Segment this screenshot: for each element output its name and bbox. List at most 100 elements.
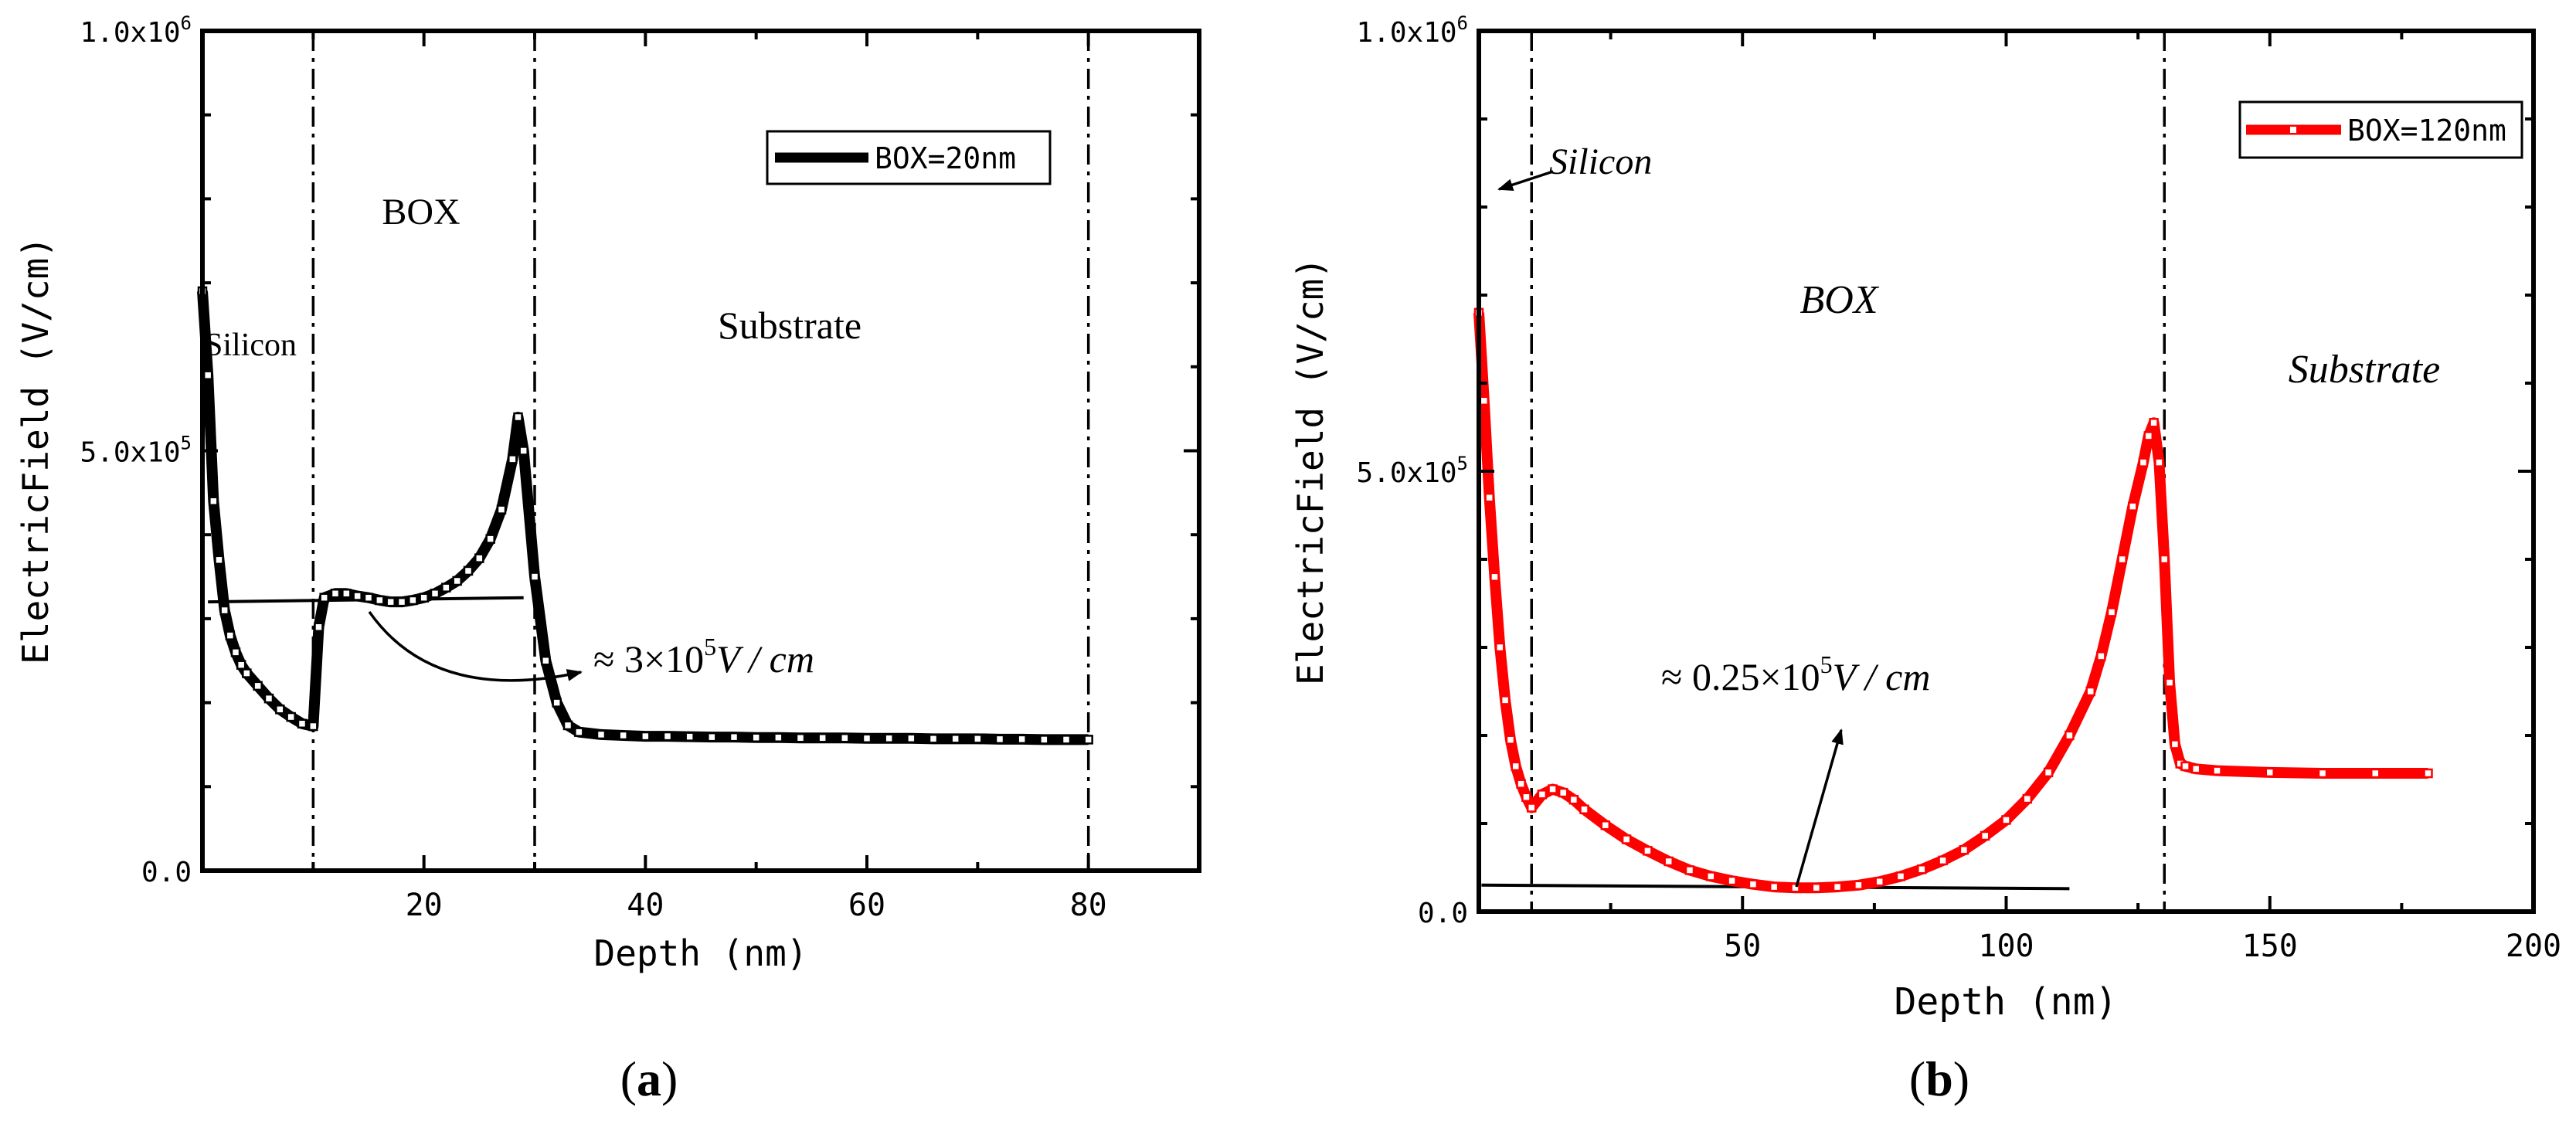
data-point bbox=[2138, 457, 2149, 467]
x-tick-label: 150 bbox=[2242, 929, 2298, 964]
y-tick-label: 1.0x106 bbox=[1357, 12, 1469, 49]
data-point bbox=[2001, 815, 2011, 825]
data-point bbox=[1874, 876, 1884, 887]
y-tick-label: 0.0 bbox=[141, 857, 192, 888]
data-point bbox=[1643, 846, 1653, 856]
data-point bbox=[1579, 804, 1589, 815]
data-point bbox=[1521, 792, 1531, 803]
region-label-silicon: Silicon bbox=[205, 328, 297, 363]
data-point bbox=[308, 721, 318, 732]
data-point bbox=[263, 693, 274, 704]
data-point bbox=[773, 732, 783, 742]
data-point bbox=[1769, 881, 1779, 892]
data-point bbox=[2117, 554, 2127, 565]
data-point bbox=[275, 705, 285, 715]
data-point bbox=[596, 729, 607, 740]
data-point bbox=[2128, 501, 2138, 511]
y-tick-label: 1.0x106 bbox=[80, 12, 192, 49]
y-axis-label: ElectricField (V/cm) bbox=[15, 236, 56, 664]
data-point bbox=[363, 593, 374, 603]
data-point bbox=[297, 718, 308, 729]
x-tick-label: 60 bbox=[848, 888, 885, 923]
data-point bbox=[314, 622, 324, 633]
data-point bbox=[2149, 418, 2159, 428]
data-point bbox=[685, 732, 695, 742]
data-point bbox=[795, 733, 806, 743]
data-point bbox=[729, 732, 739, 742]
region-label-substrate: Substrate bbox=[2289, 348, 2440, 392]
x-tick-label: 100 bbox=[1978, 929, 2034, 964]
region-boundary-lines bbox=[1530, 31, 2166, 912]
legend-label: BOX=20nm bbox=[875, 141, 1016, 175]
data-point bbox=[884, 733, 894, 744]
series-line bbox=[197, 290, 1089, 745]
region-label-box: BOX bbox=[1799, 278, 1879, 322]
legend-label: BOX=120nm bbox=[2347, 114, 2506, 148]
data-point bbox=[1938, 855, 1948, 866]
data-point bbox=[994, 734, 1005, 745]
data-point bbox=[2180, 761, 2190, 772]
x-tick-label: 20 bbox=[406, 888, 443, 923]
data-point bbox=[1959, 844, 1969, 855]
data-point bbox=[513, 412, 523, 423]
data-point bbox=[496, 504, 507, 514]
data-point bbox=[1684, 865, 1695, 875]
annotation-arrow bbox=[368, 610, 583, 682]
data-point bbox=[2317, 768, 2328, 779]
data-point bbox=[214, 555, 224, 565]
data-point bbox=[242, 668, 252, 678]
data-point bbox=[1479, 396, 1490, 406]
y-tick-label: 0.0 bbox=[1418, 898, 1468, 929]
data-point bbox=[2106, 607, 2117, 617]
data-point bbox=[2370, 768, 2381, 779]
data-point bbox=[1790, 882, 1800, 893]
svg-text:≈ 0.25×105V / cm: ≈ 0.25×105V / cm bbox=[1661, 650, 1930, 698]
x-tick-label: 50 bbox=[1724, 929, 1761, 964]
data-point bbox=[1490, 572, 1500, 582]
data-point bbox=[342, 589, 352, 599]
data-point bbox=[253, 681, 263, 691]
data-point bbox=[529, 572, 540, 582]
data-point bbox=[236, 660, 246, 670]
axis-ticks: 50 100 150 200 0.0 5.0x105 1.0x106 bbox=[1357, 12, 2562, 964]
series-box-120nm bbox=[1473, 307, 2433, 894]
data-point bbox=[973, 734, 983, 744]
legend-marker bbox=[2289, 125, 2298, 134]
data-point bbox=[707, 732, 717, 742]
legend: BOX=20nm bbox=[766, 130, 1052, 185]
data-point bbox=[518, 446, 528, 456]
data-point bbox=[1511, 761, 1521, 772]
data-point bbox=[452, 576, 462, 586]
svg-text:(b): (b) bbox=[1909, 1051, 1969, 1106]
data-point bbox=[1495, 642, 1505, 653]
data-point bbox=[330, 589, 341, 599]
chart-panel-b: 50 100 150 200 0.0 5.0x105 1.0x106 ElectricFie… bbox=[1290, 12, 2561, 1106]
data-point bbox=[1811, 882, 1822, 893]
annotation-text: ≈ 0.25×105V / cm bbox=[1661, 650, 1930, 698]
data-point bbox=[562, 720, 573, 731]
series-line bbox=[1473, 312, 2428, 894]
data-point bbox=[1664, 856, 1674, 867]
panel-label: (b) bbox=[1909, 1051, 1969, 1106]
data-point bbox=[508, 454, 518, 464]
data-point bbox=[552, 698, 562, 708]
data-point bbox=[2143, 431, 2154, 441]
data-point bbox=[2212, 766, 2222, 776]
data-point bbox=[2085, 686, 2095, 697]
data-point bbox=[2170, 739, 2180, 749]
data-point bbox=[2160, 554, 2170, 565]
data-point bbox=[485, 534, 495, 544]
data-point bbox=[861, 733, 872, 744]
data-point bbox=[662, 731, 673, 742]
x-tick-label: 200 bbox=[2506, 929, 2561, 964]
data-point bbox=[430, 589, 440, 599]
data-point bbox=[1039, 735, 1049, 745]
data-point bbox=[618, 730, 628, 741]
region-label-box: BOX bbox=[382, 192, 460, 233]
data-point bbox=[950, 734, 960, 744]
data-point bbox=[1548, 784, 1558, 794]
region-label-silicon: Silicon bbox=[1549, 141, 1652, 182]
svg-text:(a): (a) bbox=[620, 1051, 678, 1106]
annotation-arrow bbox=[1795, 728, 1844, 888]
data-point bbox=[352, 591, 362, 601]
